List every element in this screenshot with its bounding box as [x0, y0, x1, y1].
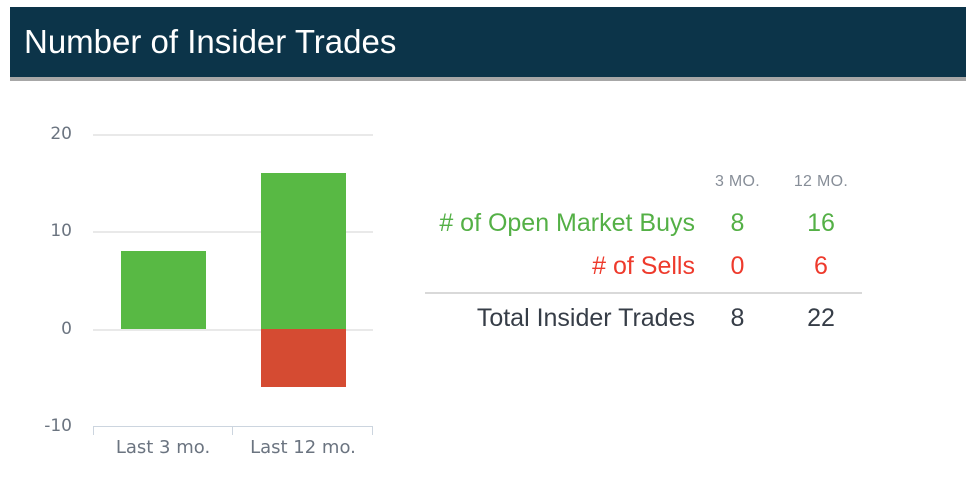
bar-open-market-buys [260, 172, 346, 329]
table-header-row: 3 MO. 12 MO. [425, 163, 862, 201]
x-axis-cell [93, 427, 233, 435]
table-total-divider [425, 292, 862, 294]
row-label-sells: # of Sells [592, 251, 695, 280]
gridline [93, 231, 373, 234]
row-label-total-insider-trades: Total Insider Trades [476, 303, 695, 332]
x-axis-label-last-12-mo: Last 12 mo. [250, 437, 356, 458]
table-row-sells: # of Sells 0 6 [425, 245, 862, 287]
table-row-open-market-buys: # of Open Market Buys 8 16 [425, 201, 862, 245]
header-bar: Number of Insider Trades [10, 7, 966, 81]
bar-open-market-buys [120, 250, 206, 329]
x-axis [93, 426, 373, 435]
gridline [93, 134, 373, 136]
x-axis-cell [233, 427, 373, 435]
sells-12mo-value: 6 [814, 251, 828, 280]
insider-trades-table: 3 MO. 12 MO. # of Open Market Buys 8 16 … [425, 163, 862, 338]
x-axis-label-last-3-mo: Last 3 mo. [115, 437, 211, 458]
table-row-total: Total Insider Trades 8 22 [425, 298, 862, 338]
y-axis-labels: 20 10 0 -10 [8, 124, 72, 436]
page-title: Number of Insider Trades [24, 23, 397, 60]
buys-3mo-value: 8 [730, 208, 745, 237]
buys-12mo-value: 16 [807, 208, 835, 237]
row-label-open-market-buys: # of Open Market Buys [439, 208, 695, 237]
column-header-12mo: 12 MO. [793, 173, 849, 190]
insider-trades-chart: 20 10 0 -10 Last 3 mo. Last 12 mo. [0, 0, 420, 484]
y-tick-label: 10 [50, 221, 72, 242]
column-header-3mo: 3 MO. [714, 173, 761, 190]
bar-sells [260, 328, 346, 388]
total-12mo-value: 22 [807, 303, 835, 332]
sells-3mo-value: 0 [730, 251, 745, 280]
total-3mo-value: 8 [730, 303, 745, 332]
y-tick-label: 0 [61, 318, 72, 339]
x-axis-label-row: Last 3 mo. Last 12 mo. [93, 437, 373, 458]
plot-area [93, 134, 373, 426]
y-tick-label: 20 [50, 124, 72, 144]
y-tick-label: -10 [44, 416, 72, 436]
gridline [93, 328, 373, 331]
